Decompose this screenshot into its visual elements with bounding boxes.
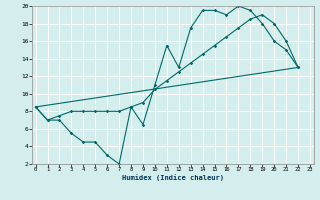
X-axis label: Humidex (Indice chaleur): Humidex (Indice chaleur) [122, 175, 224, 181]
